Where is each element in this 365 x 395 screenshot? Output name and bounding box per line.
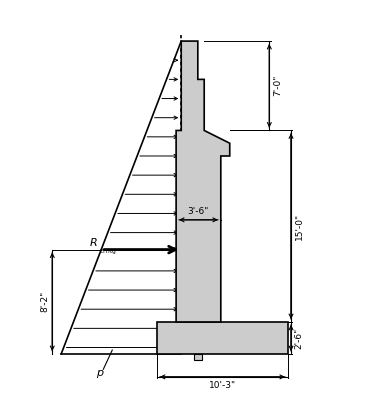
- Text: $R$: $R$: [89, 236, 97, 248]
- Text: 2'-6": 2'-6": [295, 327, 304, 348]
- Text: $_{\mathregular{EHftg}}$: $_{\mathregular{EHftg}}$: [99, 248, 116, 257]
- Text: 15'-0": 15'-0": [295, 213, 304, 240]
- Text: p: p: [96, 368, 103, 378]
- Text: 10'-3": 10'-3": [209, 381, 236, 390]
- Text: 8'-2": 8'-2": [40, 291, 49, 312]
- Polygon shape: [194, 354, 201, 360]
- Text: 7'-0": 7'-0": [273, 75, 282, 96]
- Polygon shape: [176, 41, 230, 322]
- Text: 3'-6": 3'-6": [188, 207, 209, 216]
- Bar: [157, 322, 288, 354]
